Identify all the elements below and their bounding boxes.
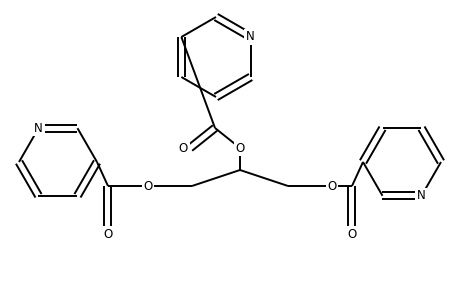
- Text: O: O: [143, 180, 152, 192]
- Text: O: O: [179, 142, 188, 154]
- Text: N: N: [34, 122, 43, 135]
- Text: N: N: [246, 31, 254, 43]
- Text: O: O: [327, 180, 336, 192]
- Text: O: O: [103, 228, 112, 241]
- Text: N: N: [416, 189, 425, 202]
- Text: O: O: [235, 142, 244, 154]
- Text: O: O: [347, 228, 356, 241]
